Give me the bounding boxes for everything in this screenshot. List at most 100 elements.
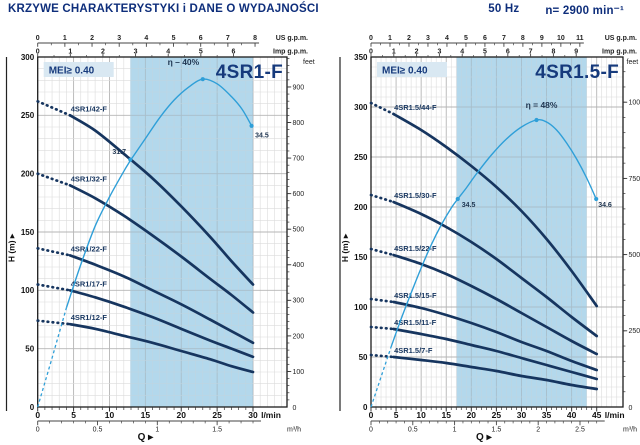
us-gpm-tick-label: 7	[226, 35, 230, 42]
h-tick-label: 100	[354, 303, 368, 312]
imp-gpm-tick-label: 6	[232, 49, 236, 56]
imp-gpm-tick-label: 4	[166, 49, 170, 56]
curve-4SR1/22-F	[68, 253, 255, 345]
mei-box	[377, 62, 447, 77]
m3h-tick-label: 2	[536, 427, 540, 434]
mei-label: MEI≥ 0.40	[382, 66, 428, 77]
h-tick-label: 300	[354, 103, 368, 112]
m3h-tick-label: 1.5	[492, 427, 502, 434]
lmin-tick-label: 0	[369, 410, 374, 420]
feet-tick-label: 700	[293, 155, 305, 162]
imp-gpm-axis: 0 1 2 3 4 5 6 Imp g.p.m.	[36, 49, 308, 57]
imp-gpm-tick-label: 5	[483, 49, 487, 56]
lmin-tick-label: 30	[248, 410, 258, 420]
feet-axis: 100 200 300 400 500 600 700 800 900 0 feet	[287, 58, 315, 412]
us-gpm-axis: 0 1 2 3 4 5 6 7 8 9 10 11 US g.p.m.	[369, 35, 637, 47]
lmin-unit-label: l/min	[261, 410, 281, 420]
curve-label-4SR1/42-F: 4SR1/42-F	[71, 104, 108, 113]
m3h-axis: 0 0.5 1 1.5 2 2.5 m³/h Q ▸	[369, 420, 637, 443]
feet-tick-label: 500	[293, 227, 305, 234]
feet-tick-label: 200	[293, 333, 305, 340]
h-tick-label: 0	[30, 403, 35, 412]
us-gpm-tick-label: 9	[540, 35, 544, 42]
imp-gpm-tick-label: 0	[369, 49, 373, 56]
efficiency-point	[249, 123, 254, 128]
plot-frame	[37, 56, 288, 408]
curve-dash-4SR1.5/7-F	[369, 353, 395, 359]
imp-gpm-tick-label: 3	[134, 49, 138, 56]
h-axis: 0 50 100 150 200 250 300 350 H (m) ▸	[340, 53, 368, 412]
h-tick-label: 150	[354, 253, 368, 262]
imp-gpm-axis-title: Imp g.p.m.	[273, 49, 308, 56]
curve-label-4SR1.5/7-F: 4SR1.5/7-F	[394, 346, 433, 355]
h-tick-label: 200	[21, 169, 35, 178]
curve-dash-4SR1.5/22-F	[369, 247, 395, 257]
feet-zero-label: 0	[629, 405, 633, 412]
imp-gpm-tick-label: 2	[415, 49, 419, 56]
imp-gpm-tick-label: 8	[551, 49, 555, 56]
curve-4SR1.5/11-F	[392, 327, 599, 381]
us-gpm-tick-label: 7	[502, 35, 506, 42]
m3h-tick-label: 1	[453, 427, 457, 434]
curve-label-4SR1.5/44-F: 4SR1.5/44-F	[394, 103, 437, 112]
feet-tick-label: 250	[629, 328, 640, 335]
curve-label-4SR1.5/15-F: 4SR1.5/15-F	[394, 291, 437, 300]
imp-gpm-tick-label: 7	[529, 49, 533, 56]
us-gpm-axis-title: US g.p.m.	[605, 35, 637, 42]
feet-tick-label: 800	[293, 120, 305, 127]
chart-title: 4SR1.5-F	[535, 62, 619, 83]
h-tick-label: 200	[354, 203, 368, 212]
lmin-tick-label: 5	[394, 410, 399, 420]
curve-dash-4SR1/12-F	[36, 319, 72, 326]
curve-4SR1/42-F	[68, 113, 255, 286]
curve-4SR1.5/7-F	[392, 355, 599, 391]
efficiency-point	[200, 77, 205, 82]
curve-label-4SR1.5/22-F: 4SR1.5/22-F	[394, 244, 437, 253]
imp-gpm-axis: 0 1 2 3 4 5 6 7 8 9 Imp g.p.m.	[369, 49, 637, 57]
feet-tick-label: 600	[293, 191, 305, 198]
h-tick-label: 350	[354, 53, 368, 62]
page-title: KRZYWE CHARAKTERYSTYKI i DANE O WYDAJNOŚ…	[8, 3, 319, 15]
curve-label-4SR1/22-F: 4SR1/22-F	[71, 244, 108, 253]
lmin-tick-label: 30	[517, 410, 527, 420]
feet-tick-label: 300	[293, 298, 305, 305]
us-gpm-tick-label: 8	[521, 35, 525, 42]
lmin-tick-label: 35	[542, 410, 552, 420]
imp-gpm-axis-title: Imp g.p.m.	[602, 49, 637, 56]
us-gpm-tick-label: 4	[144, 35, 148, 42]
lmin-axis: 0 5 10 15 20 25 30 l/min	[35, 407, 281, 420]
imp-gpm-tick-label: 6	[506, 49, 510, 56]
feet-tick-label: 900	[293, 84, 305, 91]
lmin-tick-label: 0	[35, 410, 40, 420]
m3h-tick-label: 2.5	[575, 427, 585, 434]
feet-axis-title: feet	[303, 59, 315, 66]
lmin-tick-label: 45	[592, 410, 602, 420]
header: KRZYWE CHARAKTERYSTYKI i DANE O WYDAJNOŚ…	[8, 3, 624, 17]
lmin-tick-label: 20	[177, 410, 187, 420]
us-gpm-tick-label: 1	[388, 35, 392, 42]
annotation: 34.6	[598, 202, 612, 209]
us-gpm-tick-label: 8	[253, 35, 257, 42]
us-gpm-tick-label: 4	[445, 35, 449, 42]
header-operating-conditions: 50 Hz n= 2900 min⁻¹	[488, 3, 624, 17]
us-gpm-tick-label: 3	[426, 35, 430, 42]
feet-tick-label: 400	[293, 262, 305, 269]
us-gpm-tick-label: 5	[464, 35, 468, 42]
m3h-tick-label: 1.5	[212, 427, 222, 434]
h-tick-label: 250	[354, 153, 368, 162]
curve-label-4SR1/17-F: 4SR1/17-F	[71, 279, 108, 288]
efficiency-point	[128, 157, 133, 162]
grid	[371, 57, 623, 407]
feet-zero-label: 0	[293, 405, 297, 412]
h-axis: 0 50 100 150 200 250 300 H (m) ▸	[7, 53, 35, 412]
lmin-tick-label: 40	[567, 410, 577, 420]
curve-dash-4SR1/32-F	[36, 172, 72, 187]
us-gpm-axis: 0 1 2 3 4 5 6 7 8 US g.p.m.	[36, 35, 308, 47]
curve-dash-4SR1/17-F	[36, 283, 72, 292]
efficiency-curve	[390, 119, 597, 348]
mei-label: MEI≥ 0.40	[49, 66, 95, 77]
efficiency-curve-dash	[370, 346, 392, 408]
curve-label-4SR1/32-F: 4SR1/32-F	[71, 174, 108, 183]
efficiency-point	[455, 196, 460, 202]
